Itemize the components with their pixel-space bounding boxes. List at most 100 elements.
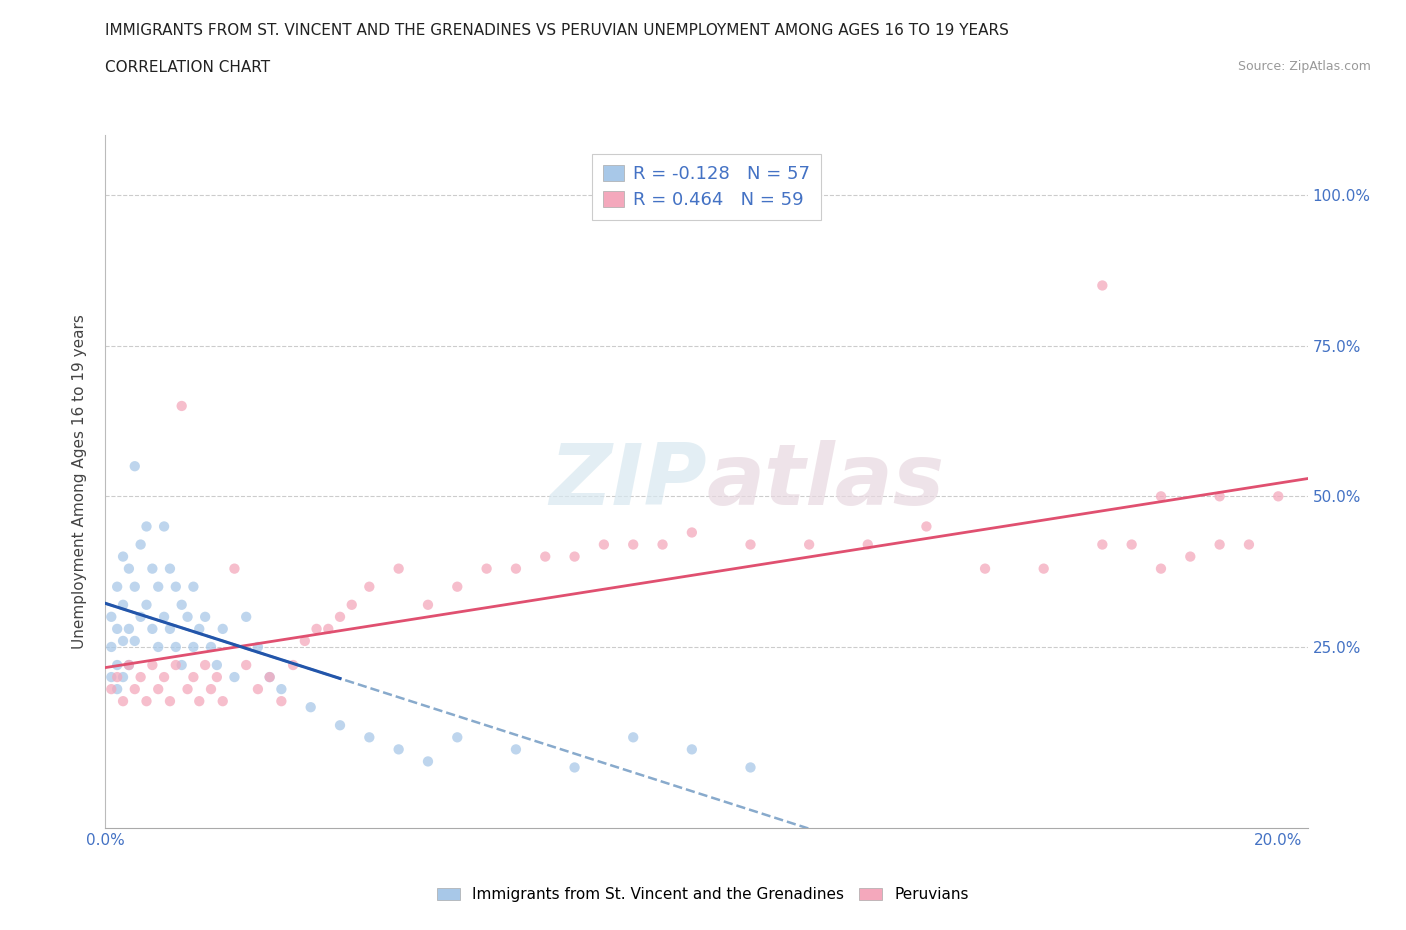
Point xyxy=(1267,489,1289,504)
Point xyxy=(340,597,363,612)
Point xyxy=(246,640,269,655)
Point xyxy=(129,538,152,552)
Point xyxy=(235,658,257,672)
Point xyxy=(100,609,122,624)
Point xyxy=(1150,489,1173,504)
Point xyxy=(505,742,527,757)
Point xyxy=(446,579,468,594)
Point xyxy=(388,742,411,757)
Point xyxy=(165,658,187,672)
Point xyxy=(135,694,157,709)
Point xyxy=(416,754,439,769)
Point xyxy=(124,458,146,473)
Point xyxy=(124,682,146,697)
Text: ZIP: ZIP xyxy=(548,440,707,523)
Point xyxy=(105,658,128,672)
Text: IMMIGRANTS FROM ST. VINCENT AND THE GRENADINES VS PERUVIAN UNEMPLOYMENT AMONG AG: IMMIGRANTS FROM ST. VINCENT AND THE GREN… xyxy=(105,23,1010,38)
Point xyxy=(505,561,527,576)
Point xyxy=(183,640,205,655)
Point xyxy=(416,597,439,612)
Point xyxy=(1208,489,1230,504)
Point xyxy=(329,609,352,624)
Point xyxy=(593,538,616,552)
Point xyxy=(1121,538,1143,552)
Point xyxy=(651,538,673,552)
Point xyxy=(153,670,176,684)
Point xyxy=(105,579,128,594)
Point xyxy=(112,670,135,684)
Point xyxy=(915,519,938,534)
Point xyxy=(211,621,233,636)
Point xyxy=(621,730,644,745)
Point xyxy=(105,670,128,684)
Point xyxy=(246,682,269,697)
Point xyxy=(294,633,316,648)
Point xyxy=(681,525,703,540)
Point xyxy=(100,640,122,655)
Point xyxy=(475,561,498,576)
Point xyxy=(211,694,233,709)
Point xyxy=(740,538,762,552)
Point xyxy=(224,561,246,576)
Point xyxy=(974,561,997,576)
Point xyxy=(194,658,217,672)
Point xyxy=(118,561,141,576)
Point xyxy=(105,621,128,636)
Point xyxy=(135,597,157,612)
Point xyxy=(797,538,820,552)
Point xyxy=(200,682,222,697)
Point xyxy=(856,538,879,552)
Point xyxy=(148,640,170,655)
Point xyxy=(148,682,170,697)
Point xyxy=(183,670,205,684)
Point xyxy=(359,730,381,745)
Point xyxy=(129,609,152,624)
Point xyxy=(1237,538,1260,552)
Point xyxy=(141,561,163,576)
Point xyxy=(621,538,644,552)
Point xyxy=(200,640,222,655)
Point xyxy=(170,658,193,672)
Point xyxy=(1032,561,1054,576)
Point xyxy=(205,658,228,672)
Point xyxy=(176,682,198,697)
Point xyxy=(1150,561,1173,576)
Point xyxy=(235,609,257,624)
Point xyxy=(564,760,586,775)
Point xyxy=(124,579,146,594)
Point xyxy=(153,519,176,534)
Point xyxy=(194,609,217,624)
Point xyxy=(270,682,292,697)
Point xyxy=(129,670,152,684)
Point xyxy=(359,579,381,594)
Legend: Immigrants from St. Vincent and the Grenadines, Peruvians: Immigrants from St. Vincent and the Gren… xyxy=(430,882,976,909)
Point xyxy=(316,621,339,636)
Point xyxy=(112,549,135,564)
Point xyxy=(270,694,292,709)
Point xyxy=(259,670,281,684)
Text: CORRELATION CHART: CORRELATION CHART xyxy=(105,60,270,75)
Point xyxy=(170,597,193,612)
Point xyxy=(112,597,135,612)
Point xyxy=(112,694,135,709)
Point xyxy=(105,682,128,697)
Point xyxy=(1091,538,1114,552)
Point xyxy=(1208,538,1230,552)
Point xyxy=(159,694,181,709)
Point xyxy=(118,621,141,636)
Point xyxy=(165,579,187,594)
Point xyxy=(148,579,170,594)
Legend: R = -0.128   N = 57, R = 0.464   N = 59: R = -0.128 N = 57, R = 0.464 N = 59 xyxy=(592,154,821,219)
Point xyxy=(259,670,281,684)
Point xyxy=(112,633,135,648)
Point xyxy=(299,699,322,714)
Point xyxy=(224,670,246,684)
Point xyxy=(159,621,181,636)
Point xyxy=(1180,549,1202,564)
Point xyxy=(170,399,193,414)
Point xyxy=(159,561,181,576)
Point xyxy=(183,579,205,594)
Point xyxy=(118,658,141,672)
Point xyxy=(564,549,586,564)
Point xyxy=(205,670,228,684)
